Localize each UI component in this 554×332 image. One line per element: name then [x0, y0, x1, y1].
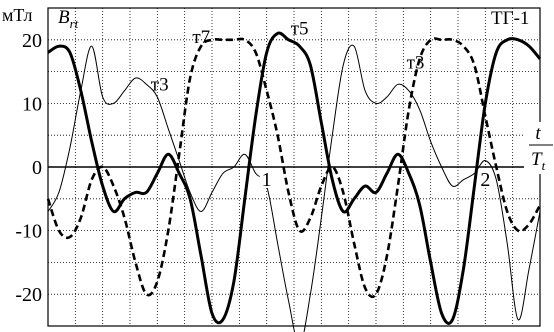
x-label-den-sub: t	[542, 158, 546, 173]
series-annotation: т3	[151, 75, 169, 96]
x-tick-label: 1	[262, 169, 272, 191]
x-tick-label: 2	[480, 169, 490, 191]
y-axis-label-sub: rt	[70, 16, 79, 31]
series-annotation: т3	[407, 52, 425, 73]
x-label-denominator: Tt	[531, 149, 546, 173]
series-annotation: т5	[291, 19, 309, 40]
series-annotation: т7	[192, 27, 210, 48]
y-unit-label: мТл	[2, 5, 32, 25]
plot-label: ТГ-1	[491, 8, 529, 29]
y-tick-label: -20	[15, 284, 42, 306]
series-layer	[46, 31, 542, 332]
y-axis-label: Brt	[58, 7, 79, 31]
y-axis-label-main: B	[58, 7, 70, 28]
y-tick-label: 20	[22, 30, 42, 52]
x-label-numerator: t	[535, 123, 541, 144]
x-label-bg	[524, 122, 554, 174]
y-tick-label: -10	[15, 221, 42, 243]
y-tick-label: 0	[32, 157, 42, 179]
x-label-den-main: T	[531, 149, 543, 170]
x-axis-label: t Tt	[524, 122, 554, 174]
tick-layer: 20 10 0 -10 -20 1 2	[15, 30, 493, 306]
annotation-layer: т3 т7 т5 т3	[151, 19, 425, 96]
x-tick-label-bg	[478, 170, 493, 188]
series-line-т5	[47, 31, 542, 325]
series-line-т7	[46, 37, 542, 299]
x-tick-label-bg	[259, 170, 274, 188]
series-line-т3	[47, 44, 541, 332]
y-tick-label: 10	[22, 93, 42, 115]
